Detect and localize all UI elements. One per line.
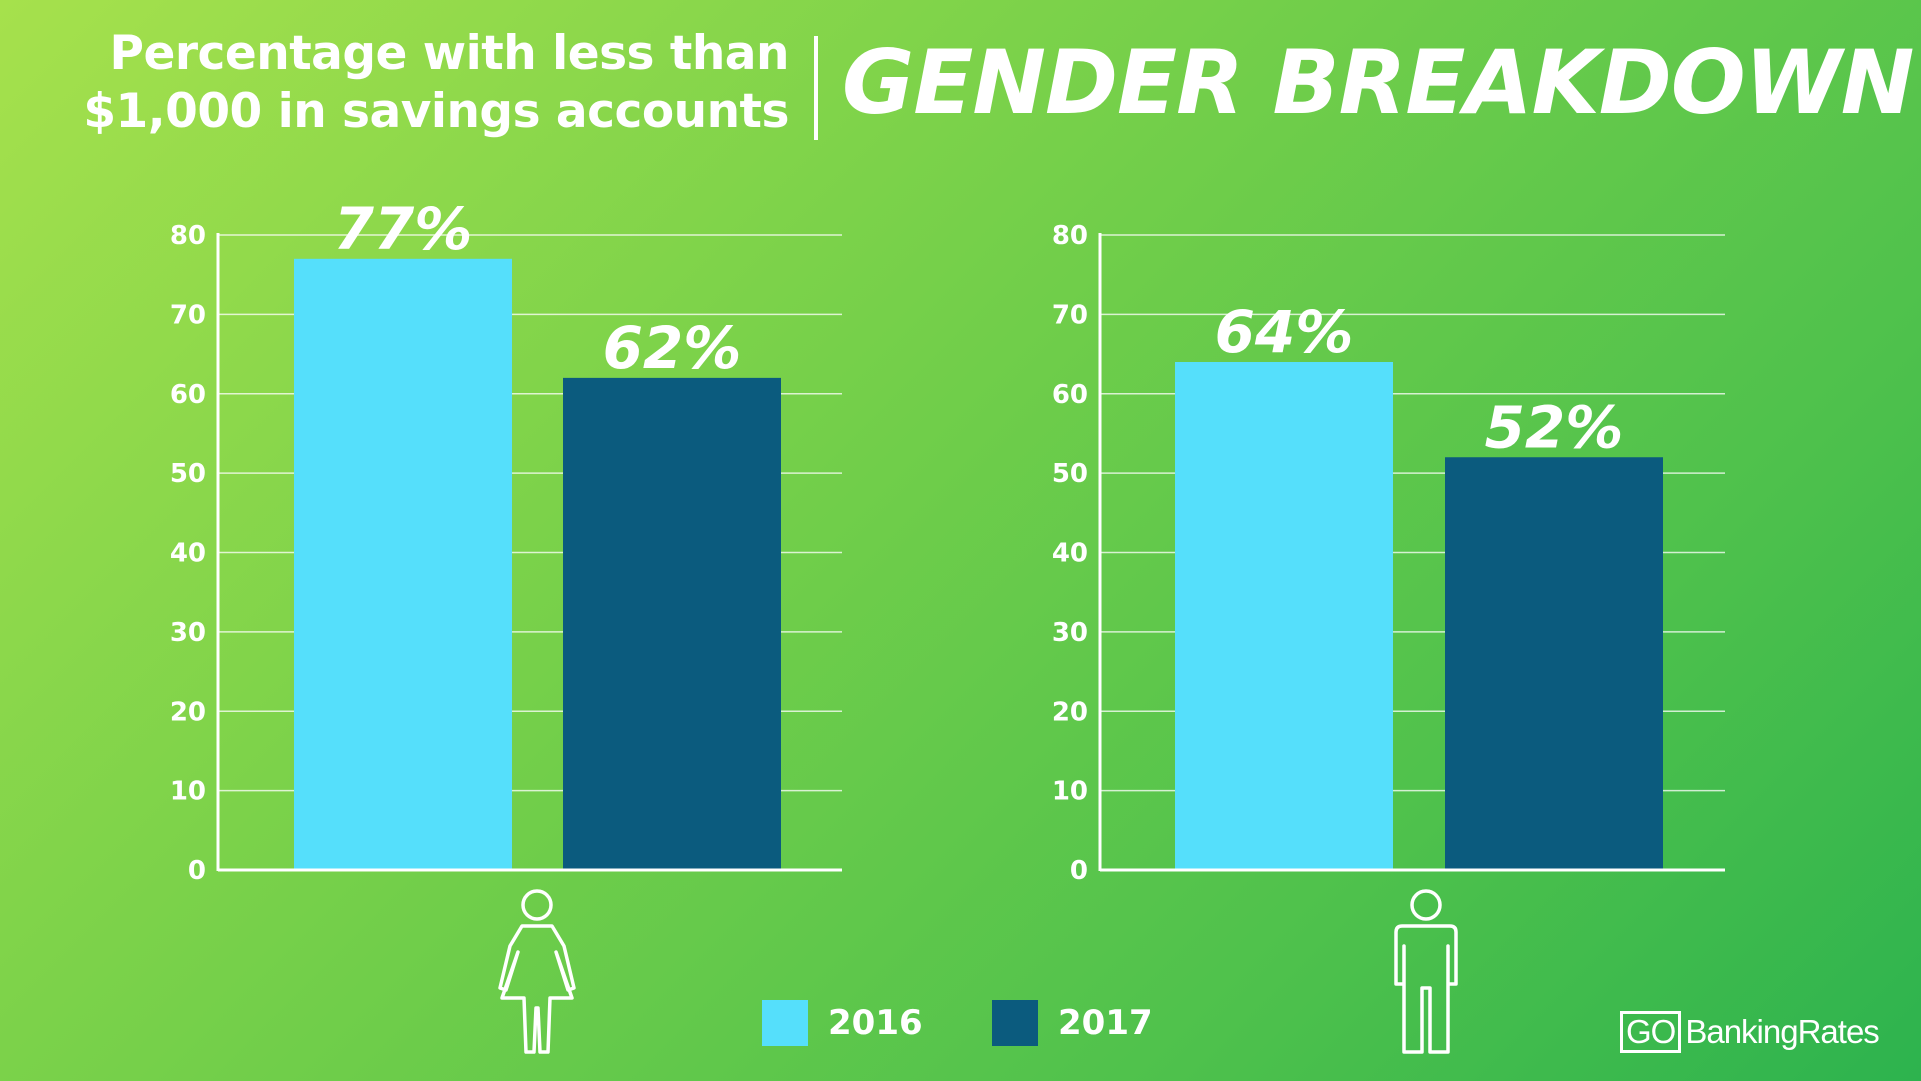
chart2-tick-label: 70 — [1052, 300, 1088, 330]
chart2-tick-label: 0 — [1070, 856, 1088, 886]
legend-label-2017: 2017 — [1058, 1003, 1153, 1043]
chart1-tick-label: 20 — [170, 697, 206, 727]
title-divider — [814, 36, 818, 140]
chart-title: GENDER BREAKDOWN — [842, 31, 1914, 134]
chart1-tick-label: 50 — [170, 459, 206, 489]
chart-subtitle: Percentage with less than $1,000 in savi… — [83, 26, 789, 139]
chart1-tick-label: 10 — [170, 777, 206, 807]
chart1-tick-label: 60 — [170, 380, 206, 410]
chart1-data-label-2016: 77% — [334, 195, 473, 263]
chart1-bar-2017 — [563, 377, 781, 870]
chart2-bar-2017 — [1445, 457, 1663, 870]
chart2-tick-label: 50 — [1052, 459, 1088, 489]
chart2-tick-label: 30 — [1052, 618, 1088, 648]
chart1-data-label-2017: 62% — [603, 314, 742, 382]
chart1-tick-label: 40 — [170, 539, 206, 569]
legend-swatch-2017 — [992, 1000, 1038, 1046]
chart1-bar-2016 — [294, 258, 512, 870]
chart2-tick-label: 40 — [1052, 539, 1088, 569]
chart2-data-label-2017: 52% — [1485, 393, 1624, 461]
chart1-tick-label: 30 — [170, 618, 206, 648]
woman-icon — [498, 889, 576, 1054]
chart2-bar-2016 — [1175, 362, 1393, 870]
chart2-tick-label: 20 — [1052, 697, 1088, 727]
chart1-tick-label: 70 — [170, 300, 206, 330]
legend-label-2016: 2016 — [828, 1003, 923, 1043]
chart1-tick-label: 80 — [170, 221, 206, 251]
chart2-tick-label: 80 — [1052, 221, 1088, 251]
chart2-tick-label: 60 — [1052, 380, 1088, 410]
chart2-tick-label: 10 — [1052, 777, 1088, 807]
brand-go: GO — [1620, 1011, 1682, 1053]
header: Percentage with less than $1,000 in savi… — [0, 0, 1921, 150]
legend-swatch-2016 — [762, 1000, 808, 1046]
chart1-tick-label: 0 — [188, 856, 206, 886]
brand-logo: GO BankingRates — [1620, 1011, 1880, 1053]
legend-item-2017: 2017 — [992, 1000, 1153, 1046]
brand-name: BankingRates — [1685, 1013, 1879, 1050]
man-icon — [1394, 889, 1458, 1054]
chart2-data-label-2016: 64% — [1215, 298, 1354, 366]
legend-item-2016: 2016 — [762, 1000, 923, 1046]
